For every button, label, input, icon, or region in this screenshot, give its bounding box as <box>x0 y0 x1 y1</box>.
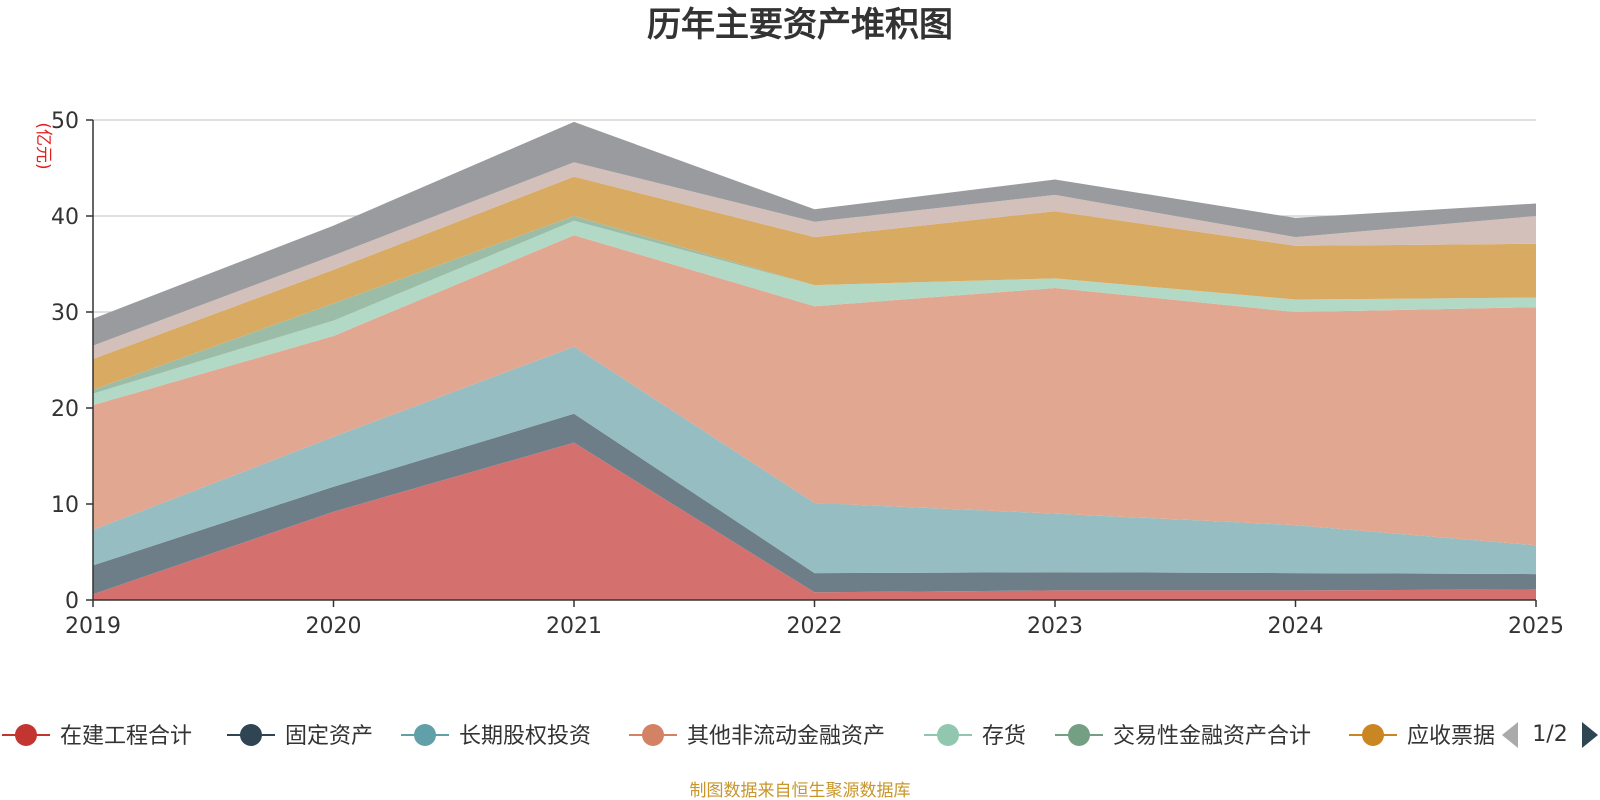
legend-item-4[interactable]: 其他非流动金融资产 <box>629 724 885 749</box>
legend-prev-page-icon[interactable] <box>1502 722 1518 748</box>
y-tick-label-10: 10 <box>51 493 79 518</box>
area-series-2[interactable] <box>93 413 1536 595</box>
y-tick-label-40: 40 <box>51 205 79 230</box>
y-axis-unit-label: (亿元) <box>33 122 53 169</box>
area-series-7[interactable] <box>93 176 1536 390</box>
x-tick-label-2025: 2025 <box>1508 614 1564 639</box>
legend-item-1[interactable]: 在建工程合计 <box>2 724 192 749</box>
legend-label: 其他非流动金融资产 <box>687 724 885 749</box>
y-tick-label-0: 0 <box>65 589 79 614</box>
legend-label: 长期股权投资 <box>459 724 591 749</box>
legend-item-2[interactable]: 固定资产 <box>227 724 373 749</box>
x-tick-label-2020: 2020 <box>306 614 362 639</box>
area-series-8[interactable] <box>93 162 1536 359</box>
y-tick-label-20: 20 <box>51 397 79 422</box>
legend-pager: 1/2 <box>1502 722 1598 748</box>
legend-marker-icon <box>1362 724 1384 746</box>
y-tick-label-50: 50 <box>51 109 79 134</box>
legend-item-3[interactable]: 长期股权投资 <box>401 724 591 749</box>
source-note: 制图数据来自恒生聚源数据库 <box>690 781 911 800</box>
legend-item-6[interactable]: 交易性金融资产合计 <box>1055 724 1311 749</box>
legend-label: 固定资产 <box>285 724 373 749</box>
x-tick-label-2022: 2022 <box>787 614 843 639</box>
x-tick-label-2021: 2021 <box>546 614 602 639</box>
legend-page-indicator: 1/2 <box>1532 722 1567 747</box>
legend-label: 应收票据 <box>1407 724 1495 749</box>
area-series-6[interactable] <box>93 216 1536 394</box>
x-tick-label-2019: 2019 <box>65 614 121 639</box>
legend-marker-icon <box>1068 724 1090 746</box>
y-tick-label-30: 30 <box>51 301 79 326</box>
chart-title: 历年主要资产堆积图 <box>647 5 953 45</box>
area-series-5[interactable] <box>93 220 1536 406</box>
legend-label: 在建工程合计 <box>60 724 192 749</box>
stacked-areas <box>93 121 1536 600</box>
x-tick-label-2024: 2024 <box>1268 614 1324 639</box>
legend-marker-icon <box>414 724 436 746</box>
x-tick-label-2023: 2023 <box>1027 614 1083 639</box>
legend-marker-icon <box>937 724 959 746</box>
legend-label: 交易性金融资产合计 <box>1113 724 1311 749</box>
area-series-4[interactable] <box>93 235 1536 546</box>
area-series-1[interactable] <box>93 442 1536 600</box>
area-series-3[interactable] <box>93 346 1536 575</box>
legend-label: 存货 <box>982 724 1026 749</box>
legend-next-page-icon[interactable] <box>1582 722 1598 748</box>
area-series-9[interactable] <box>93 121 1536 346</box>
legend-item-5[interactable]: 存货 <box>924 724 1026 749</box>
legend-marker-icon <box>642 724 664 746</box>
legend: 在建工程合计 固定资产 长期股权投资 其他非流动金融资产 存货 交易性金融资产合计 应收票据 <box>2 724 1495 749</box>
legend-marker-icon <box>240 724 262 746</box>
axes: 0 10 20 30 40 50 2019 2020 2021 2022 2023 2024 2025 <box>51 109 1564 639</box>
legend-item-7[interactable]: 应收票据 <box>1349 724 1495 749</box>
legend-marker-icon <box>15 724 37 746</box>
